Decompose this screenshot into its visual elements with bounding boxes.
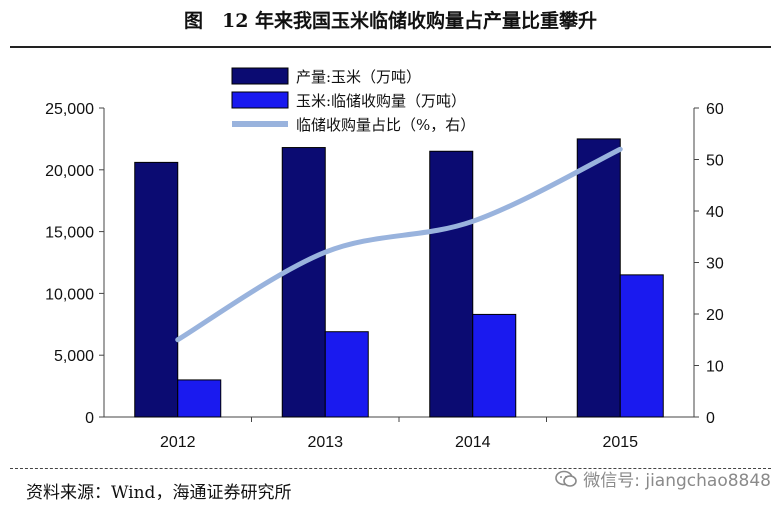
chart-title: 图 12 年来我国玉米临储收购量占产量比重攀升 (183, 10, 598, 32)
left-tick-label: 10,000 (45, 286, 94, 303)
right-tick-label: 60 (706, 101, 724, 118)
axes-group: 0 5,000 10,000 15,000 20,000 25,000 0 10 20 30 40 5… (45, 101, 724, 451)
footer-divider (10, 468, 771, 469)
left-tick-label: 20,000 (45, 163, 94, 180)
right-tick-label: 30 (706, 256, 724, 273)
title-divider (10, 46, 771, 48)
right-tick-label: 40 (706, 204, 724, 221)
bar-production (576, 138, 621, 418)
legend-label: 临储收购量占比（%，右） (296, 116, 475, 134)
bar-purchase (324, 331, 369, 418)
legend-swatch-purchase (231, 91, 289, 109)
bars-group (134, 138, 664, 418)
wechat-icon (555, 470, 578, 487)
legend-group: 产量:玉米（万吨） 玉米:临储收购量（万吨） 临储收购量占比（%，右） (231, 67, 475, 134)
bar-production (281, 147, 326, 418)
left-tick-label: 25,000 (45, 101, 94, 118)
x-tick-label: 2015 (602, 434, 638, 451)
watermark: 微信号: jiangchao8848 (555, 466, 771, 491)
right-tick-label: 10 (706, 359, 724, 376)
bar-purchase (619, 274, 664, 418)
x-tick-label: 2014 (455, 434, 491, 451)
line-group (175, 146, 623, 343)
right-tick-label: 20 (706, 307, 724, 324)
legend-swatch-production (231, 67, 289, 85)
bar-production (134, 161, 179, 418)
bar-purchase (177, 379, 222, 418)
legend-label: 产量:玉米（万吨） (296, 68, 421, 86)
right-tick-label: 0 (706, 410, 715, 427)
left-tick-label: 5,000 (54, 348, 94, 365)
left-tick-label: 0 (85, 410, 94, 427)
source-note: 资料来源：Wind，海通证券研究所 (26, 483, 292, 503)
watermark-text: 微信号: jiangchao8848 (583, 471, 771, 491)
left-tick-label: 15,000 (45, 225, 94, 242)
x-tick-label: 2013 (307, 434, 343, 451)
x-tick-label: 2012 (160, 434, 196, 451)
right-tick-label: 50 (706, 153, 724, 170)
bar-production (429, 150, 474, 418)
bar-purchase (472, 313, 517, 418)
ratio-line (175, 146, 623, 343)
legend-label: 玉米:临储收购量（万吨） (296, 92, 466, 110)
